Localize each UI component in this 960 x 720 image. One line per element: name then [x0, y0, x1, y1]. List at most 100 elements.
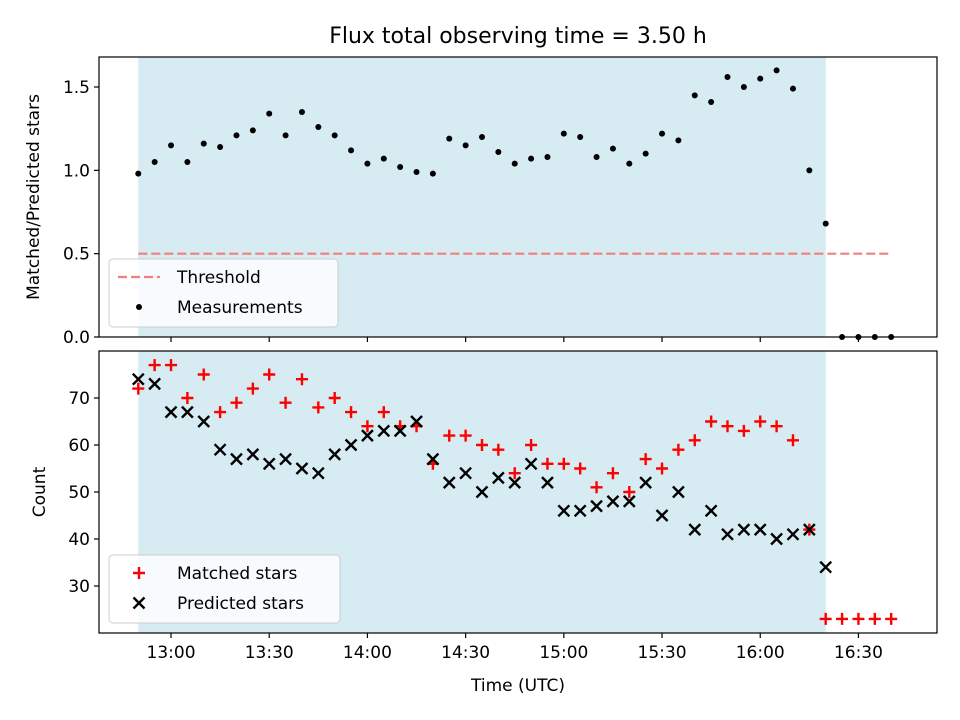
- measurements-point: [429, 170, 436, 177]
- measurements-point: [659, 130, 666, 137]
- bottom-y-axis-label: Count: [30, 466, 50, 517]
- measurements-point: [462, 142, 469, 149]
- measurements-point: [642, 150, 649, 157]
- y-tick-label: 1.0: [63, 161, 90, 181]
- measurements-point: [544, 154, 551, 160]
- matched-stars-point: [295, 373, 308, 386]
- matched-stars-legend-swatch: [133, 567, 145, 579]
- measurements-point: [724, 74, 731, 80]
- matched-stars-point: [721, 420, 734, 433]
- predicted-stars-point: [573, 504, 587, 518]
- matched-stars-point: [475, 439, 488, 451]
- measurements-point: [135, 170, 142, 177]
- measurements-point: [593, 154, 600, 160]
- matched-stars-point: [656, 462, 669, 475]
- predicted-stars-point: [672, 485, 685, 499]
- measurements-point: [478, 134, 485, 140]
- matched-stars-point: [263, 368, 276, 381]
- matched-stars-point: [459, 429, 472, 442]
- matched-stars-legend-label: Matched stars: [177, 564, 297, 584]
- predicted-stars-point: [164, 405, 178, 419]
- y-tick-label: 0.0: [63, 328, 90, 348]
- predicted-stars-point: [622, 495, 636, 508]
- x-tick-label: 16:30: [834, 643, 883, 663]
- measurements-point: [708, 99, 715, 105]
- measurements-point: [151, 159, 158, 165]
- matched-stars-point: [606, 467, 619, 480]
- matched-stars-point: [279, 396, 292, 409]
- matched-stars-point: [688, 434, 701, 447]
- measurements-point: [560, 130, 567, 137]
- predicted-stars-point: [688, 523, 702, 536]
- predicted-stars-point: [492, 471, 505, 485]
- predicted-stars-point: [753, 523, 767, 536]
- measurements-point: [789, 85, 796, 92]
- matched-stars-point: [377, 406, 390, 419]
- matched-stars-point: [492, 443, 505, 456]
- matched-stars-point: [181, 392, 194, 404]
- matched-stars-point: [623, 486, 636, 498]
- legend-frame: [108, 258, 339, 328]
- y-tick-label: 40: [68, 530, 90, 550]
- top-y-axis-label: Matched/Predicted stars: [24, 94, 44, 300]
- matched-stars-point: [590, 481, 603, 494]
- x-tick-label: 14:30: [441, 643, 490, 663]
- measurements-point: [380, 155, 387, 162]
- chart-title: Flux total observing time = 3.50 h: [329, 24, 707, 49]
- top-panel-ratio-plot: 0.0 0.5 1.0 1.5 Threshold Measurements: [63, 56, 938, 348]
- y-tick-label: 50: [68, 483, 90, 503]
- matched-stars-point: [541, 457, 554, 470]
- predicted-stars-point: [819, 560, 833, 574]
- measurements-point: [740, 84, 747, 90]
- y-tick-label: 70: [68, 389, 90, 409]
- measurements-point: [773, 67, 780, 74]
- matched-stars-point: [737, 424, 750, 437]
- measurements-point: [822, 220, 829, 227]
- measurements-point: [200, 140, 207, 147]
- measurements-point: [806, 167, 813, 174]
- matched-stars-point: [214, 406, 227, 419]
- matched-stars-point: [852, 612, 865, 625]
- matched-stars-point: [246, 382, 259, 395]
- predicted-stars-point: [131, 372, 145, 386]
- predicted-stars-point: [655, 509, 669, 522]
- measurements-point: [413, 169, 420, 175]
- matched-stars-point: [165, 359, 178, 372]
- measurements-point: [626, 160, 633, 167]
- measurements-point: [691, 92, 698, 99]
- measurements-point: [217, 144, 224, 150]
- measurements-point: [168, 142, 175, 149]
- predicted-stars-point: [639, 476, 653, 489]
- measurements-point: [298, 109, 305, 115]
- predicted-stars-point: [246, 448, 260, 461]
- predicted-stars-point: [279, 452, 292, 466]
- predicted-stars-point: [557, 504, 571, 518]
- bottom-panel-count-plot: 30 40 50 60 70 13:00 13:30 14:00 14:30 15:00 15:30…: [68, 350, 938, 663]
- axes-frame: [98, 56, 938, 338]
- measurements-point: [266, 110, 273, 117]
- predicted-stars-point: [475, 485, 489, 499]
- legend: Threshold Measurements: [108, 258, 339, 328]
- matched-stars-point: [557, 457, 570, 470]
- measurements-point: [495, 149, 502, 155]
- matched-stars-point: [132, 382, 145, 395]
- measurements-point: [528, 155, 535, 162]
- predicted-stars-point: [737, 523, 751, 536]
- matched-stars-point: [639, 453, 652, 466]
- measurements-point: [397, 164, 404, 170]
- predicted-stars-point: [344, 438, 358, 452]
- measurements-point: [757, 75, 764, 82]
- x-axis-label: Time (UTC): [470, 676, 565, 696]
- predicted-stars-point: [721, 527, 734, 541]
- predicted-stars-point: [442, 476, 456, 489]
- predicted-stars-point: [311, 466, 325, 480]
- measurements-point: [511, 160, 518, 167]
- measurements-point: [446, 135, 453, 142]
- matched-stars-point: [819, 612, 832, 625]
- measurements-point: [675, 137, 682, 144]
- y-tick-label: 1.5: [63, 78, 90, 98]
- y-tick-label: 30: [68, 577, 90, 597]
- measurements-point: [315, 124, 322, 130]
- predicted-stars-point: [361, 429, 374, 442]
